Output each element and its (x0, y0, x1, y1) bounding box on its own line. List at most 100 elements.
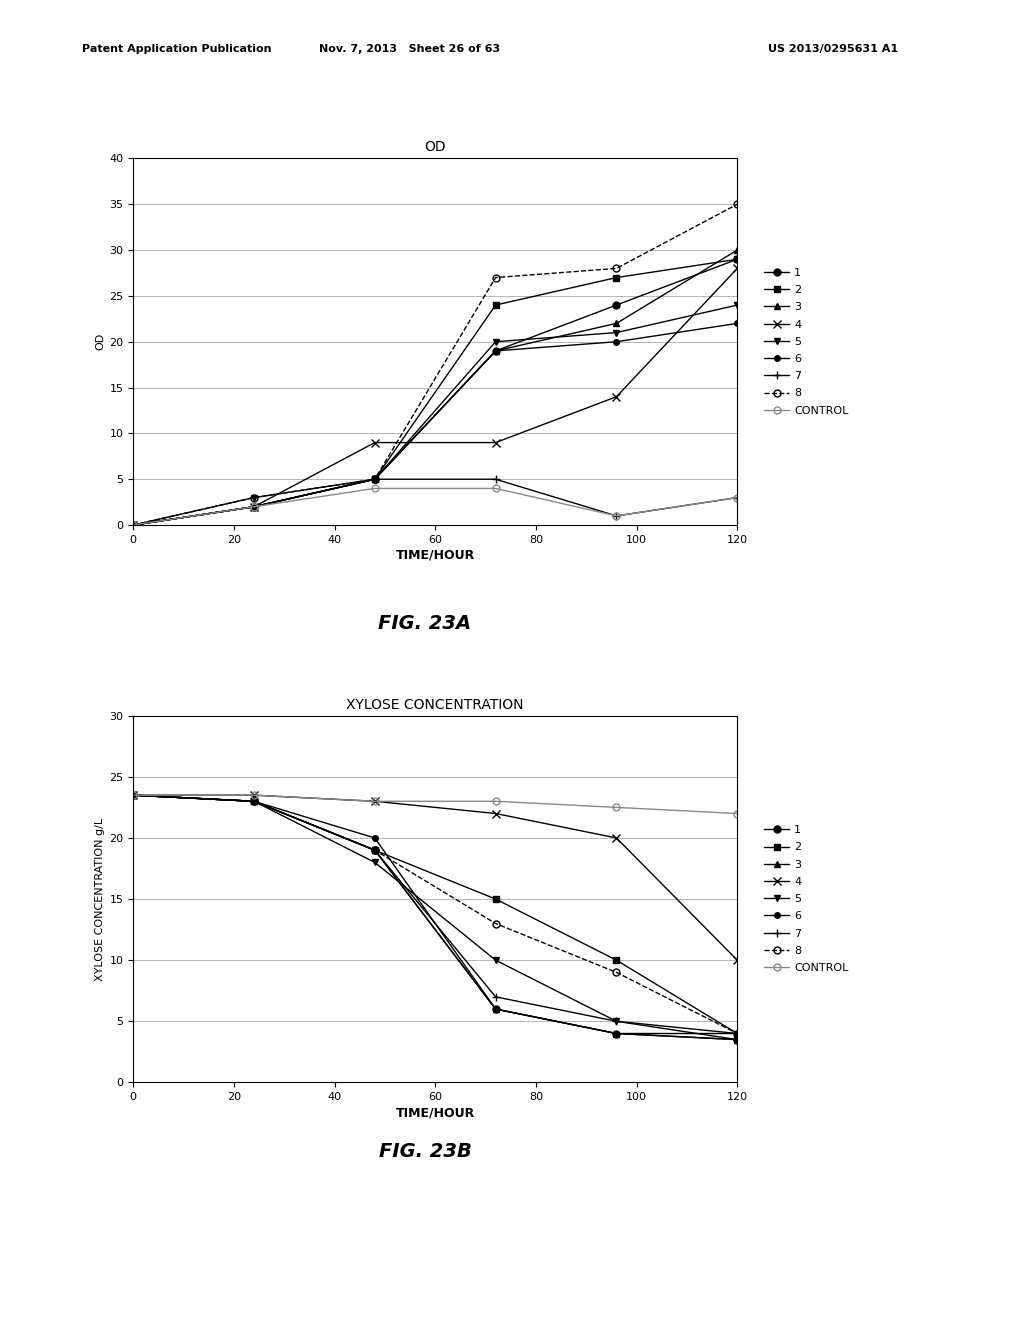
Line: 5: 5 (130, 301, 740, 528)
3 (248, 793, 260, 809)
6 (248, 793, 260, 809)
7 (731, 1032, 743, 1048)
6 (127, 787, 139, 803)
4 (127, 517, 139, 533)
6 (127, 517, 139, 533)
Line: 4: 4 (129, 791, 741, 965)
X-axis label: TIME/HOUR: TIME/HOUR (395, 1106, 475, 1119)
5 (127, 517, 139, 533)
Title: OD: OD (424, 140, 446, 154)
7 (489, 471, 502, 487)
CONTROL (369, 480, 381, 496)
1 (248, 793, 260, 809)
6 (731, 315, 743, 331)
5 (610, 1014, 623, 1030)
Line: 8: 8 (130, 201, 740, 528)
Line: 5: 5 (130, 792, 740, 1038)
1 (489, 1001, 502, 1016)
7 (127, 787, 139, 803)
2 (127, 787, 139, 803)
6 (610, 334, 623, 350)
8 (610, 260, 623, 276)
1 (731, 1032, 743, 1048)
6 (489, 1001, 502, 1016)
1 (489, 343, 502, 359)
3 (127, 517, 139, 533)
Line: CONTROL: CONTROL (130, 792, 740, 817)
7 (369, 471, 381, 487)
Line: 2: 2 (130, 792, 740, 1038)
7 (610, 1014, 623, 1030)
Title: XYLOSE CONCENTRATION: XYLOSE CONCENTRATION (346, 698, 524, 711)
3 (248, 499, 260, 515)
Y-axis label: XYLOSE CONCENTRATION g/L: XYLOSE CONCENTRATION g/L (95, 817, 105, 981)
8 (731, 1026, 743, 1041)
1 (610, 1026, 623, 1041)
Text: Nov. 7, 2013   Sheet 26 of 63: Nov. 7, 2013 Sheet 26 of 63 (319, 44, 500, 54)
6 (369, 830, 381, 846)
4 (248, 499, 260, 515)
2 (127, 517, 139, 533)
Line: 4: 4 (129, 264, 741, 529)
Line: 1: 1 (130, 256, 740, 528)
1 (127, 517, 139, 533)
3 (369, 842, 381, 858)
1 (610, 297, 623, 313)
Line: 7: 7 (129, 791, 741, 1044)
5 (369, 854, 381, 870)
7 (610, 508, 623, 524)
5 (489, 952, 502, 968)
4 (731, 260, 743, 276)
2 (248, 793, 260, 809)
2 (369, 471, 381, 487)
6 (248, 499, 260, 515)
Line: 3: 3 (130, 792, 740, 1043)
2 (489, 891, 502, 907)
7 (731, 490, 743, 506)
2 (489, 297, 502, 313)
3 (731, 242, 743, 257)
Legend: 1, 2, 3, 4, 5, 6, 7, 8, CONTROL: 1, 2, 3, 4, 5, 6, 7, 8, CONTROL (761, 822, 852, 977)
5 (610, 325, 623, 341)
6 (489, 343, 502, 359)
1 (248, 499, 260, 515)
7 (248, 793, 260, 809)
2 (731, 1026, 743, 1041)
3 (489, 343, 502, 359)
Line: 6: 6 (130, 321, 740, 528)
5 (731, 297, 743, 313)
CONTROL (610, 508, 623, 524)
7 (489, 989, 502, 1005)
6 (610, 1026, 623, 1041)
1 (369, 471, 381, 487)
4 (127, 787, 139, 803)
7 (369, 842, 381, 858)
Y-axis label: OD: OD (95, 333, 105, 350)
CONTROL (369, 793, 381, 809)
CONTROL (489, 793, 502, 809)
4 (369, 434, 381, 450)
6 (731, 1026, 743, 1041)
3 (731, 1032, 743, 1048)
CONTROL (248, 787, 260, 803)
8 (731, 197, 743, 213)
Line: 3: 3 (130, 247, 740, 528)
5 (248, 793, 260, 809)
4 (248, 787, 260, 803)
5 (489, 334, 502, 350)
8 (248, 793, 260, 809)
3 (610, 1026, 623, 1041)
Text: Patent Application Publication: Patent Application Publication (82, 44, 271, 54)
Text: FIG. 23A: FIG. 23A (379, 614, 471, 632)
CONTROL (127, 517, 139, 533)
3 (369, 471, 381, 487)
CONTROL (731, 805, 743, 821)
CONTROL (731, 490, 743, 506)
4 (731, 952, 743, 968)
6 (369, 471, 381, 487)
2 (731, 251, 743, 267)
8 (127, 787, 139, 803)
1 (369, 842, 381, 858)
5 (731, 1026, 743, 1041)
8 (127, 517, 139, 533)
